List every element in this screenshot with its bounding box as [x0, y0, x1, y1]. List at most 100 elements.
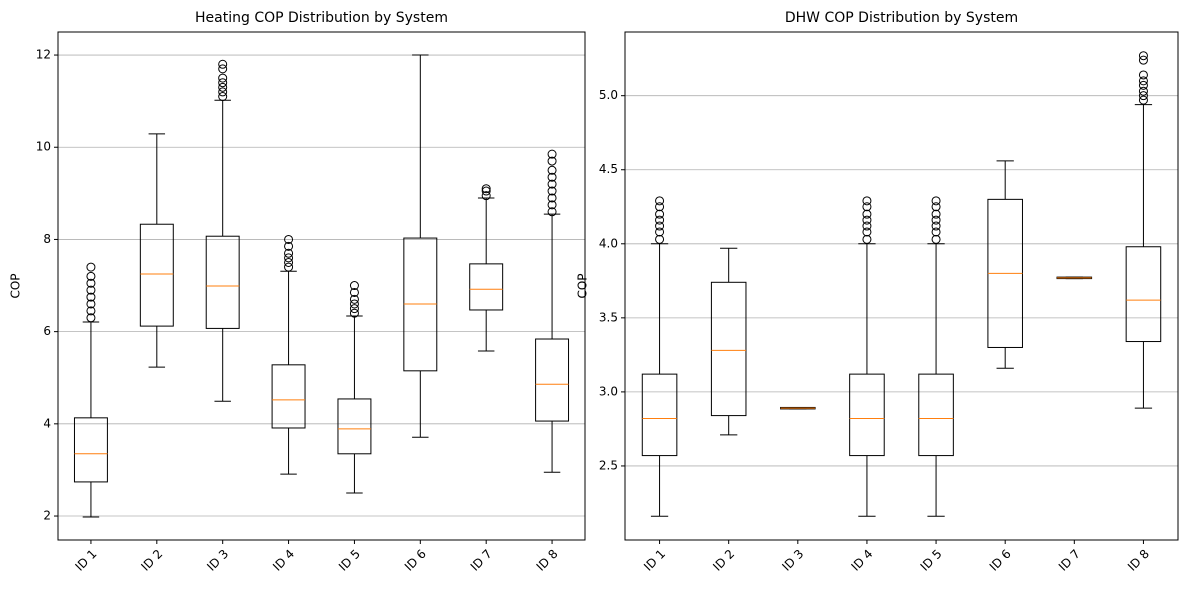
outlier: [931, 196, 941, 206]
outlier: [655, 215, 665, 225]
axes-frame: [624, 31, 1179, 541]
x-tick-label: ID 5: [336, 547, 363, 574]
chart-title: Heating COP Distribution by System: [195, 10, 448, 26]
box: [535, 338, 570, 422]
outlier: [655, 196, 665, 206]
outlier: [218, 87, 228, 97]
outlier: [349, 299, 359, 309]
outlier: [862, 215, 872, 225]
outlier: [86, 278, 96, 288]
outlier: [547, 179, 557, 189]
outlier: [1138, 76, 1148, 86]
outlier: [862, 221, 872, 231]
outlier: [655, 221, 665, 231]
outlier: [931, 202, 941, 212]
outlier: [862, 196, 872, 206]
y-tick-label: 8: [43, 232, 51, 246]
y-tick-label: 5.0: [599, 88, 618, 102]
outlier: [547, 193, 557, 203]
x-tick-label: ID 6: [987, 547, 1014, 574]
outlier: [349, 281, 359, 291]
outlier: [547, 156, 557, 166]
x-tick-label: ID 1: [72, 547, 99, 574]
outlier: [931, 221, 941, 231]
x-tick-label: ID 4: [270, 547, 297, 574]
outlier: [655, 227, 665, 237]
outlier: [86, 292, 96, 302]
outlier: [547, 186, 557, 196]
outlier: [481, 186, 491, 196]
outlier: [862, 209, 872, 219]
outlier: [218, 64, 228, 74]
box: [710, 281, 747, 417]
outlier: [862, 234, 872, 244]
outlier: [218, 92, 228, 102]
outlier: [218, 82, 228, 92]
y-tick-label: 6: [43, 324, 51, 338]
outlier: [655, 209, 665, 219]
x-tick-label: ID 4: [848, 547, 875, 574]
outlier: [547, 165, 557, 175]
x-tick-label: ID 5: [918, 547, 945, 574]
outlier: [284, 241, 294, 251]
outlier: [284, 262, 294, 272]
outlier: [1138, 95, 1148, 105]
x-tick-label: ID 7: [468, 547, 495, 574]
x-tick-label: ID 8: [1125, 547, 1152, 574]
y-axis-label: COP: [9, 273, 23, 298]
y-tick-label: 2.5: [599, 458, 618, 472]
outlier: [481, 184, 491, 194]
outlier: [1138, 86, 1148, 96]
box: [918, 373, 954, 457]
x-tick-label: ID 6: [402, 547, 429, 574]
outlier: [931, 209, 941, 219]
outlier: [218, 73, 228, 83]
chart-title: DHW COP Distribution by System: [785, 10, 1018, 26]
outlier: [931, 227, 941, 237]
outlier: [547, 149, 557, 159]
outlier: [547, 200, 557, 210]
y-tick-label: 2: [43, 509, 51, 523]
x-tick-label: ID 8: [534, 547, 561, 574]
outlier: [218, 78, 228, 88]
outlier: [931, 234, 941, 244]
outlier: [547, 172, 557, 182]
outlier: [284, 253, 294, 263]
outlier: [1138, 51, 1148, 61]
outlier: [1138, 70, 1148, 80]
outlier: [1138, 55, 1148, 65]
outlier: [481, 191, 491, 201]
outlier: [86, 306, 96, 316]
x-tick-label: ID 2: [710, 547, 737, 574]
y-tick-label: 3.0: [599, 384, 618, 398]
y-tick-label: 4.0: [599, 236, 618, 250]
y-tick-label: 4.5: [599, 162, 618, 176]
y-axis-label: COP: [576, 273, 590, 298]
box: [641, 373, 678, 457]
outlier: [218, 59, 228, 69]
x-tick-label: ID 1: [641, 547, 668, 574]
outlier: [1138, 80, 1148, 90]
outlier: [284, 248, 294, 258]
x-tick-label: ID 3: [204, 547, 231, 574]
y-tick-label: 10: [36, 140, 51, 154]
box: [849, 373, 885, 457]
y-tick-label: 12: [36, 48, 51, 62]
axes-frame: [57, 31, 586, 541]
outlier: [284, 257, 294, 267]
outlier: [349, 308, 359, 318]
outlier: [86, 285, 96, 295]
y-tick-label: 4: [43, 416, 51, 430]
box: [271, 364, 306, 429]
box: [205, 235, 240, 329]
outlier: [655, 202, 665, 212]
outlier: [86, 299, 96, 309]
outlier: [349, 304, 359, 314]
outlier: [349, 287, 359, 297]
box: [1125, 246, 1162, 343]
outlier: [547, 207, 557, 217]
outlier: [931, 215, 941, 225]
x-tick-label: ID 2: [138, 547, 165, 574]
box: [139, 223, 174, 327]
